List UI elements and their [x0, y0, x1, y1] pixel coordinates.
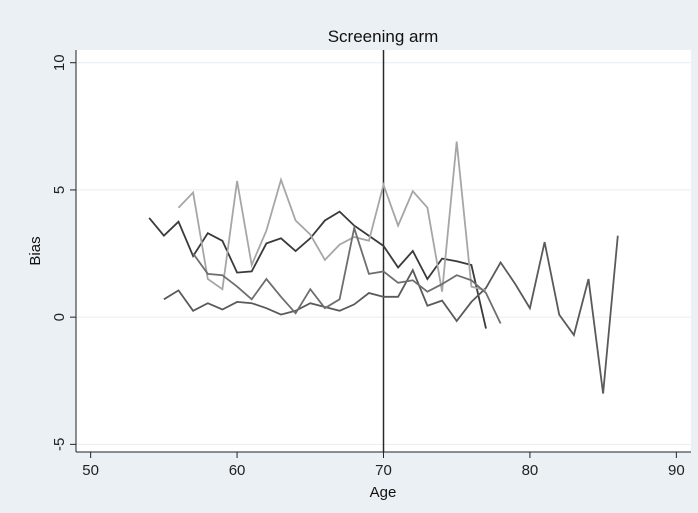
- x-tick-label: 90: [668, 462, 685, 479]
- x-tick-label: 60: [229, 462, 246, 479]
- tick-labels: 50 60 70 80 90 -5 0 5 10: [51, 54, 685, 479]
- series-line-4: [192, 224, 502, 324]
- x-tick-label: 70: [375, 462, 392, 479]
- y-tick-label: 0: [51, 313, 68, 321]
- y-tick-label: 5: [51, 186, 68, 194]
- x-tick-label: 50: [82, 462, 99, 479]
- axes-group: [70, 50, 691, 458]
- chart-title: Screening arm: [328, 27, 439, 46]
- y-axis-title: Bias: [27, 236, 44, 265]
- series-line-1: [148, 210, 487, 329]
- series-line-3: [177, 141, 487, 292]
- series-group: [148, 141, 619, 394]
- series-line-2: [163, 235, 619, 394]
- x-axis-title: Age: [370, 484, 397, 501]
- y-tick-label: -5: [51, 438, 68, 451]
- x-tick-label: 80: [522, 462, 539, 479]
- y-tick-label: 10: [51, 54, 68, 71]
